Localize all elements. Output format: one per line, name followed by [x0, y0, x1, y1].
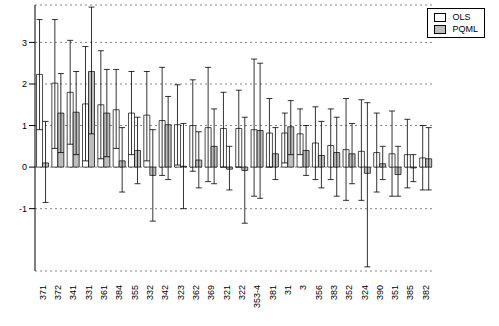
svg-text:1: 1	[22, 121, 27, 131]
svg-text:2: 2	[22, 79, 27, 89]
svg-text:332: 332	[145, 285, 155, 300]
html-text:OLS: OLS	[452, 12, 471, 22]
html-text:PQML: PQML	[452, 24, 478, 34]
svg-text:341: 341	[68, 285, 78, 300]
svg-text:356: 356	[314, 285, 324, 300]
svg-text:371: 371	[38, 285, 48, 300]
svg-text:352: 352	[344, 285, 354, 300]
svg-text:381: 381	[268, 285, 278, 300]
svg-text:0: 0	[22, 162, 27, 172]
svg-text:383: 383	[329, 285, 339, 300]
svg-text:390: 390	[375, 285, 385, 300]
svg-text:321: 321	[222, 285, 232, 300]
svg-text:323: 323	[176, 285, 186, 300]
svg-text:31: 31	[283, 285, 293, 295]
svg-text:324: 324	[360, 285, 370, 300]
svg-text:3: 3	[22, 38, 27, 48]
svg-text:-1: -1	[19, 204, 27, 214]
svg-text:369: 369	[206, 285, 216, 300]
svg-text:3: 3	[298, 285, 308, 290]
svg-text:331: 331	[84, 285, 94, 300]
svg-text:322: 322	[237, 285, 247, 300]
svg-text:382: 382	[421, 285, 431, 300]
svg-text:361: 361	[99, 285, 109, 300]
svg-text:353-4: 353-4	[252, 285, 262, 308]
svg-text:351: 351	[390, 285, 400, 300]
svg-text:384: 384	[114, 285, 124, 300]
svg-text:362: 362	[191, 285, 201, 300]
svg-text:355: 355	[130, 285, 140, 300]
svg-text:372: 372	[53, 285, 63, 300]
svg-text:385: 385	[405, 285, 415, 300]
svg-text:342: 342	[160, 285, 170, 300]
